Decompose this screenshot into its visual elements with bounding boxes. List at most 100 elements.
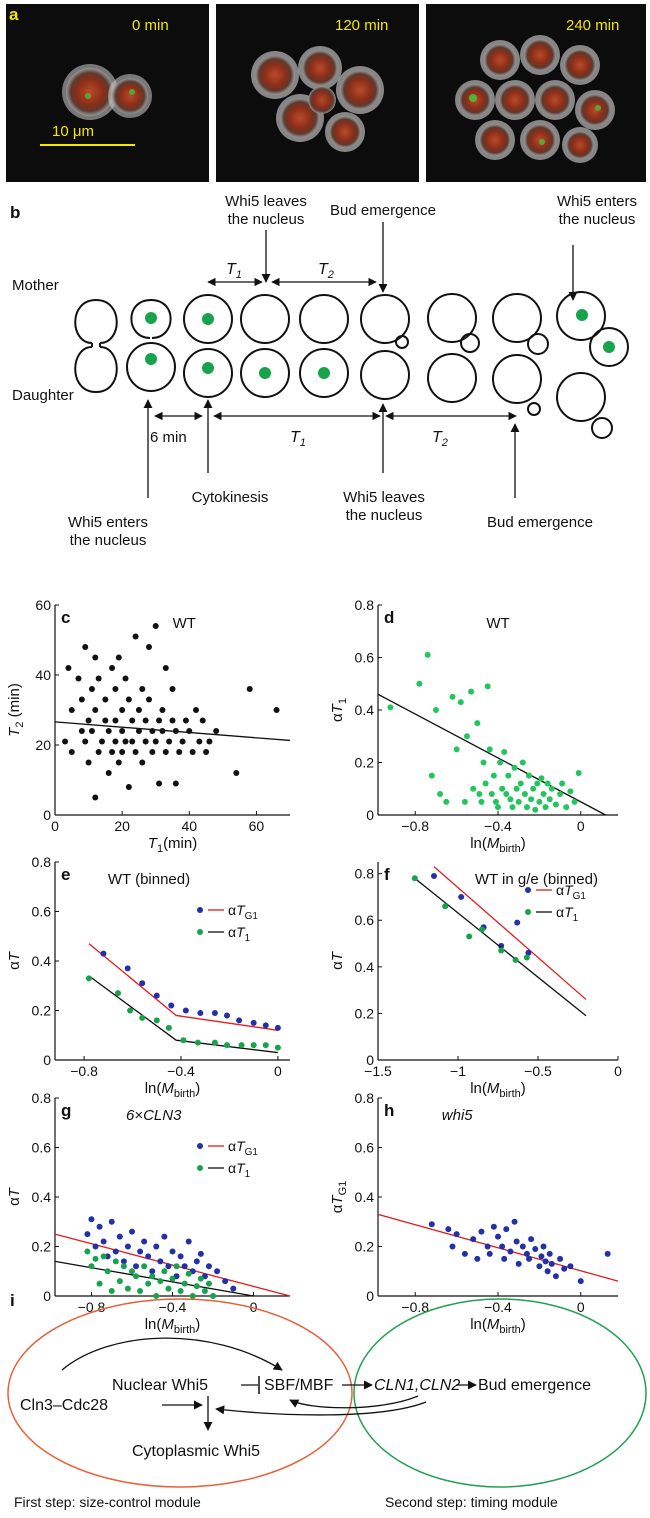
y-tick-label: 0 (366, 807, 374, 823)
label-first-step: First step: size-control module (14, 1494, 201, 1510)
data-point (536, 798, 543, 805)
cell-cycle-cells (74, 291, 629, 439)
data-point (84, 1248, 91, 1255)
data-point (119, 707, 126, 713)
y-tick-label: 40 (35, 667, 51, 683)
data-point (124, 1285, 131, 1292)
data-point (201, 1288, 208, 1295)
data-point (146, 696, 152, 703)
panel-letter-g: g (61, 1101, 71, 1120)
data-point (105, 728, 112, 734)
y-tick-label: 0.6 (355, 1140, 375, 1156)
data-point (173, 1263, 180, 1270)
data-point (486, 746, 493, 753)
data-point (571, 798, 578, 805)
data-point (139, 759, 146, 766)
data-point (109, 749, 116, 755)
data-point (142, 717, 149, 724)
data-point (552, 1273, 559, 1280)
x-axis-label: ln(Mbirth) (470, 1080, 526, 1100)
data-point (546, 796, 553, 803)
data-point (189, 1293, 196, 1299)
data-point (479, 926, 485, 933)
data-point (480, 759, 487, 766)
data-point (526, 772, 533, 779)
data-point (124, 965, 131, 972)
data-point (68, 749, 75, 755)
chart-title: WT (173, 615, 196, 632)
data-point (548, 785, 555, 792)
y-tick-label: 0 (43, 1052, 51, 1068)
data-point (177, 1253, 184, 1260)
y-tick-label: 0.8 (355, 597, 375, 613)
x-tick-label: 0 (577, 818, 585, 834)
data-point (563, 804, 570, 811)
data-point (525, 949, 532, 956)
fit-line (88, 975, 278, 1054)
data-point (505, 772, 512, 779)
chart-d: −0.8 −0.4 0 0 0.2 0.4 0.6 0.8 d WT ln(Mbirth) αT1 (329, 597, 618, 855)
fit-line (433, 866, 587, 1000)
x-tick-label: −0.4 (167, 1063, 195, 1079)
data-point (166, 738, 173, 745)
data-point (559, 780, 566, 787)
data-point (468, 688, 475, 695)
data-point (213, 728, 220, 734)
data-point (165, 1285, 172, 1292)
data-point (186, 728, 193, 734)
y-axis-label: αTG1 (329, 1181, 349, 1214)
data-point (116, 1233, 123, 1240)
data-point (112, 1258, 119, 1265)
data-point (95, 749, 102, 755)
panel-letter-e: e (61, 865, 70, 884)
data-point (169, 1248, 176, 1255)
data-point (495, 804, 501, 811)
data-point (432, 707, 439, 713)
legend-label: αT1 (228, 1160, 251, 1180)
data-point (532, 806, 539, 813)
label-bud-emergence-top: Bud emergence (330, 202, 436, 219)
legend-marker (197, 907, 203, 913)
data-point (507, 796, 514, 803)
data-point (92, 794, 99, 801)
data-point (153, 1243, 160, 1250)
data-point (139, 1014, 146, 1021)
x-tick-label: −0.8 (78, 1299, 106, 1315)
data-point (156, 780, 163, 787)
data-point (197, 1009, 204, 1016)
chart-title: 6×CLN3 (126, 1107, 182, 1124)
data-point (431, 872, 437, 879)
y-tick-label: 0.2 (355, 1239, 375, 1255)
y-tick-label: 0 (43, 1288, 51, 1304)
data-point (203, 749, 210, 755)
data-point (168, 1002, 175, 1009)
data-point (197, 1250, 204, 1257)
data-point (233, 770, 240, 776)
data-point (137, 1288, 144, 1295)
data-point (124, 1243, 131, 1250)
data-point (490, 772, 497, 779)
y-tick-label: 0 (43, 807, 51, 823)
data-point (135, 728, 142, 734)
y-tick-label: 0.6 (32, 1140, 52, 1156)
data-point (193, 1283, 200, 1290)
fit-line (54, 1260, 254, 1297)
x-tick-label: 20 (114, 818, 130, 834)
data-point (193, 707, 199, 713)
node-cln1-cln2: CLN1,CLN2 (374, 1377, 460, 1394)
data-point (180, 1037, 187, 1044)
node-nuclear-whi5: Nuclear Whi5 (112, 1377, 208, 1394)
data-point (474, 720, 481, 727)
data-point (495, 1233, 501, 1240)
data-point (162, 665, 169, 671)
data-point (109, 665, 116, 671)
data-point (128, 1268, 135, 1275)
data-point (122, 738, 129, 745)
panel-a-letter: a (9, 5, 19, 24)
data-point (141, 1238, 148, 1245)
data-point (78, 728, 85, 734)
data-point (139, 686, 146, 692)
legend-marker (525, 909, 531, 915)
data-point (437, 791, 444, 797)
data-point (478, 798, 485, 805)
